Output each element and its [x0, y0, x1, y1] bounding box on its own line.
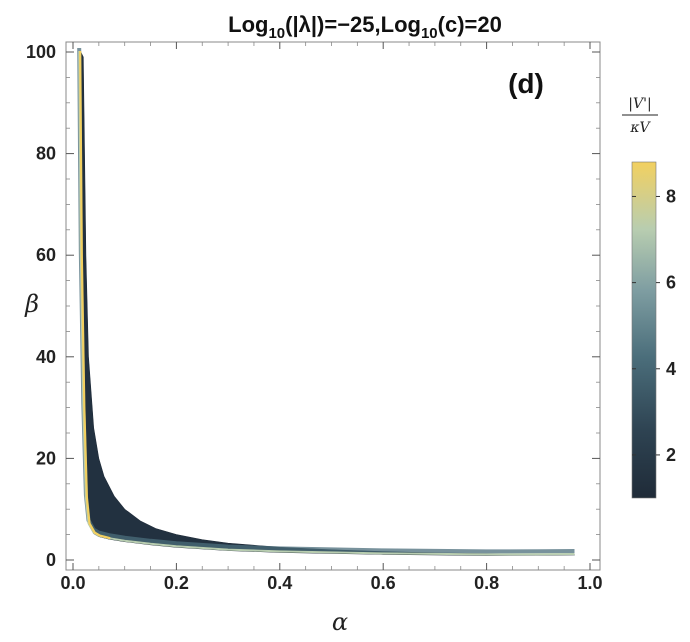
- y-tick-label: 20: [36, 448, 56, 468]
- colorbar-tick-label: 4: [666, 359, 676, 379]
- colorbar-tick-label: 6: [666, 273, 676, 293]
- x-tick-label: 1.0: [577, 573, 602, 593]
- colorbar-title-bottom: κV: [629, 120, 651, 136]
- plot-frame: [65, 41, 601, 571]
- x-tick-label: 0.2: [164, 573, 189, 593]
- y-axis: 0 20 40 60 80 100: [26, 42, 600, 570]
- y-axis-label: β: [24, 290, 39, 318]
- colorbar-tick-label: 8: [666, 186, 676, 206]
- y-tick-label: 40: [36, 347, 56, 367]
- x-tick-label: 0.0: [60, 573, 85, 593]
- colorbar-title-top: |V'|: [628, 96, 651, 112]
- y-tick-label: 100: [26, 42, 56, 62]
- x-tick-label: 0.8: [474, 573, 499, 593]
- x-tick-label: 0.6: [371, 573, 396, 593]
- chart-title: Log10(|λ|)=−25,Log10(c)=20: [228, 12, 502, 42]
- colorbar-tick-label: 2: [666, 445, 676, 465]
- colorbar-ticks: 2 4 6 8: [632, 186, 676, 465]
- y-tick-label: 0: [46, 550, 56, 570]
- data-region: [77, 47, 575, 556]
- y-tick-label: 80: [36, 144, 56, 164]
- region-edge-highlight: [79, 50, 111, 540]
- x-axis-label: α: [332, 608, 348, 636]
- y-tick-label: 60: [36, 245, 56, 265]
- colorbar: [631, 161, 657, 499]
- x-axis: 0.0 0.2 0.4 0.6 0.8 1.0: [60, 42, 603, 593]
- panel-label: (d): [508, 68, 544, 99]
- x-tick-label: 0.4: [267, 573, 292, 593]
